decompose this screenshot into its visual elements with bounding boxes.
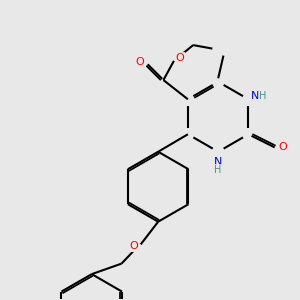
Text: H: H bbox=[260, 91, 267, 101]
Text: N: N bbox=[250, 91, 259, 101]
Text: O: O bbox=[176, 53, 184, 63]
Text: O: O bbox=[278, 142, 287, 152]
Text: O: O bbox=[136, 56, 144, 67]
Text: O: O bbox=[129, 241, 138, 251]
Text: N: N bbox=[214, 157, 222, 166]
Text: H: H bbox=[214, 165, 222, 175]
